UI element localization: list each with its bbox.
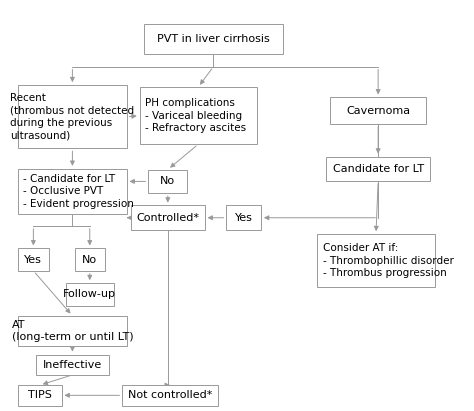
FancyBboxPatch shape (227, 206, 261, 230)
FancyBboxPatch shape (148, 170, 187, 193)
FancyBboxPatch shape (18, 85, 127, 148)
Text: Ineffective: Ineffective (43, 360, 102, 370)
Text: Not controlled*: Not controlled* (128, 390, 212, 400)
Text: No: No (82, 254, 97, 265)
Text: Recent
(thrombus not detected
during the previous
ultrasound): Recent (thrombus not detected during the… (10, 93, 135, 140)
FancyBboxPatch shape (18, 169, 127, 214)
FancyBboxPatch shape (18, 248, 48, 271)
FancyBboxPatch shape (318, 234, 435, 287)
Text: Candidate for LT: Candidate for LT (333, 164, 424, 174)
Text: Yes: Yes (235, 213, 253, 223)
Text: No: No (160, 176, 175, 187)
FancyBboxPatch shape (18, 316, 127, 346)
Text: Yes: Yes (25, 254, 42, 265)
FancyBboxPatch shape (74, 248, 105, 271)
Text: PH complications
- Variceal bleeding
- Refractory ascites: PH complications - Variceal bleeding - R… (145, 98, 246, 133)
Text: Consider AT if:
- Thrombophillic disorder
- Thrombus progression: Consider AT if: - Thrombophillic disorde… (323, 243, 454, 278)
FancyBboxPatch shape (18, 385, 62, 406)
Text: TIPS: TIPS (28, 390, 52, 400)
Text: PVT in liver cirrhosis: PVT in liver cirrhosis (157, 34, 270, 44)
FancyBboxPatch shape (330, 97, 426, 124)
Text: AT
(long-term or until LT): AT (long-term or until LT) (11, 320, 133, 342)
FancyBboxPatch shape (131, 206, 205, 230)
FancyBboxPatch shape (144, 24, 283, 55)
Text: Controlled*: Controlled* (137, 213, 199, 223)
Text: Follow-up: Follow-up (63, 289, 116, 299)
FancyBboxPatch shape (36, 355, 109, 375)
FancyBboxPatch shape (66, 283, 114, 305)
Text: - Candidate for LT
- Occlusive PVT
- Evident progression: - Candidate for LT - Occlusive PVT - Evi… (23, 174, 134, 209)
Text: Cavernoma: Cavernoma (346, 106, 410, 115)
FancyBboxPatch shape (122, 385, 218, 406)
FancyBboxPatch shape (326, 157, 430, 181)
FancyBboxPatch shape (140, 87, 257, 144)
